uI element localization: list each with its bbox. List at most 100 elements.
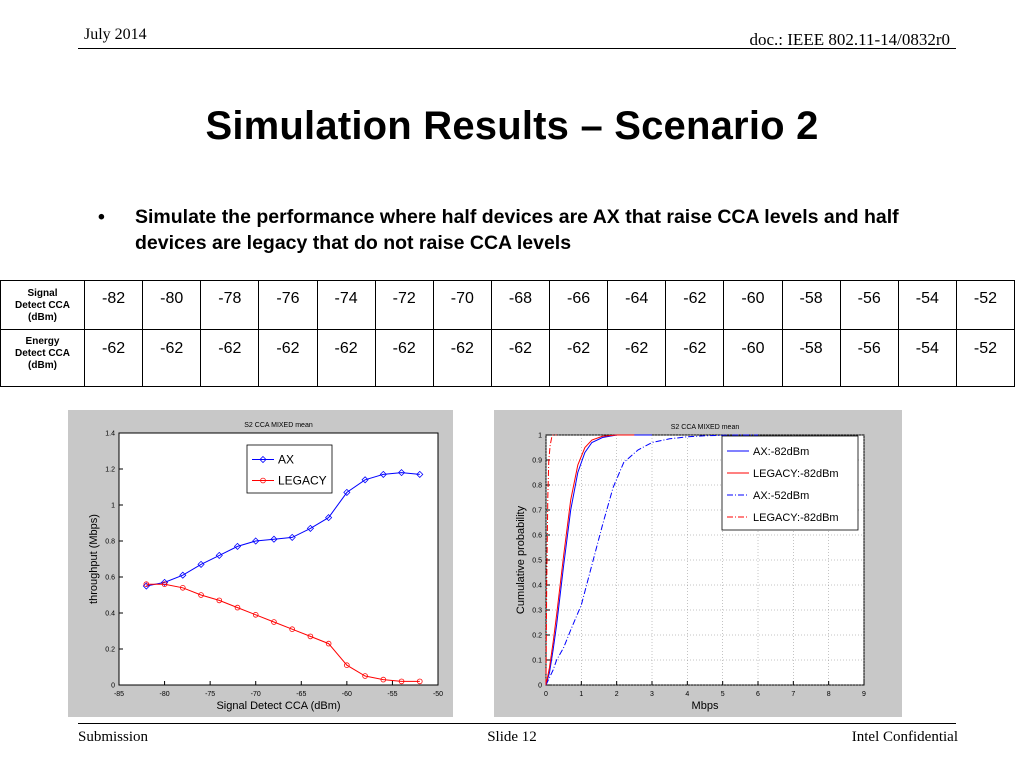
y-tick-label: 0.4 <box>105 611 115 618</box>
x-tick-label: -75 <box>205 691 215 698</box>
table-cell: -62 <box>665 280 725 330</box>
data-point <box>179 571 187 579</box>
table-cell: -62 <box>607 329 667 387</box>
table-cell: -62 <box>432 329 492 387</box>
x-tick-label: 3 <box>650 691 654 698</box>
table-cell: -54 <box>897 329 957 387</box>
table-cell: -56 <box>839 280 899 330</box>
x-tick-label: 9 <box>862 691 866 698</box>
table-cell: -64 <box>607 280 667 330</box>
cdf-plot-panel: 0 1 2 3 4 5 6 7 8 9 0 0.1 0.2 0.3 0.4 0.5 0.6 0.7 0.8 0.9 1 S… <box>494 410 902 717</box>
x-tick-label: 5 <box>721 691 725 698</box>
y-tick-label: 0 <box>111 683 115 690</box>
row-header: Energy Detect CCA (dBm) <box>0 329 85 387</box>
x-tick-label: -60 <box>342 691 352 698</box>
footer-rule <box>78 723 956 724</box>
legend-label: AX <box>278 453 294 467</box>
data-point <box>216 597 223 604</box>
x-tick-label: -70 <box>251 691 261 698</box>
data-point <box>289 626 295 633</box>
table-cell: -78 <box>200 280 260 330</box>
data-point <box>270 535 278 543</box>
y-tick-label: 1.2 <box>105 467 115 474</box>
table-cell: -72 <box>374 280 434 330</box>
data-point <box>252 537 260 545</box>
y-tick-label: 0.2 <box>105 647 115 654</box>
x-tick-label: 4 <box>685 691 689 698</box>
y-axis-label: throughput (Mbps) <box>88 514 100 604</box>
x-tick-label: 6 <box>756 691 760 698</box>
y-tick-label: 0.1 <box>532 658 542 665</box>
legend-label: AX:-52dBm <box>753 490 809 502</box>
data-point <box>397 469 406 477</box>
data-point <box>325 514 333 522</box>
y-axis-label: Cumulative probability <box>515 505 527 614</box>
y-tick-label: 0.9 <box>532 458 542 465</box>
data-point <box>307 633 314 640</box>
data-point <box>306 524 314 532</box>
table-cell: -58 <box>781 280 841 330</box>
table-cell: -58 <box>781 329 841 387</box>
row-header: Signal Detect CCA (dBm) <box>0 280 85 330</box>
y-tick-label: 0.8 <box>532 483 542 490</box>
header-date: July 2014 <box>84 26 147 43</box>
data-point <box>343 488 351 496</box>
data-point <box>325 640 332 647</box>
x-tick-label: 7 <box>791 691 795 698</box>
data-point <box>233 542 242 550</box>
data-point <box>362 673 368 679</box>
table-cell: -60 <box>723 329 783 387</box>
y-tick-label: 1 <box>538 433 542 440</box>
cca-table: Signal Detect CCA (dBm) -82 -80 -78 -76 -74 -7… <box>0 280 1016 387</box>
table-cell: -54 <box>897 280 957 330</box>
data-point <box>398 678 405 685</box>
footer-submission: Submission <box>78 729 149 745</box>
table-cell: -80 <box>142 280 202 330</box>
legend-box <box>246 444 333 494</box>
data-point <box>416 470 424 478</box>
data-point <box>161 578 169 586</box>
table-cell: -62 <box>548 329 609 387</box>
x-axis-label: Signal Detect CCA (dBm) <box>216 700 340 712</box>
data-point <box>288 533 296 541</box>
x-tick-label: 0 <box>544 691 548 698</box>
y-tick-label: 1.4 <box>105 431 115 438</box>
x-tick-label: -65 <box>296 691 306 698</box>
x-tick-label: 2 <box>615 691 619 698</box>
table-cell: -62 <box>665 329 725 387</box>
y-tick-label: 0.8 <box>105 539 115 546</box>
table-row: Signal Detect CCA (dBm) -82 -80 -78 -76 -74 -7… <box>0 280 1016 330</box>
table-cell: -74 <box>316 280 376 330</box>
table-cell: -68 <box>490 280 551 330</box>
y-tick-label: 0.4 <box>532 583 542 590</box>
table-cell: -62 <box>200 329 260 387</box>
x-tick-label: 8 <box>827 691 831 698</box>
table-cell: -62 <box>490 329 551 387</box>
table-cell: -62 <box>258 329 318 387</box>
y-tick-label: 0.6 <box>105 575 115 582</box>
data-point <box>379 470 387 478</box>
bullet-symbol: • <box>98 206 105 228</box>
table-cell: -52 <box>955 280 1016 330</box>
x-tick-label: 1 <box>579 691 583 698</box>
x-tick-label: -55 <box>387 691 397 698</box>
x-tick-label: -85 <box>114 691 124 698</box>
table-cell: -62 <box>374 329 434 387</box>
legend-label: LEGACY:-82dBm <box>753 512 839 524</box>
x-tick-label: -80 <box>160 691 170 698</box>
footer-slide-number: Slide 12 <box>487 729 537 745</box>
x-axis-label: Mbps <box>692 700 719 712</box>
table-cell: -52 <box>955 329 1016 387</box>
series-line-1 <box>545 434 635 686</box>
table-cell: -56 <box>839 329 899 387</box>
y-tick-label: 0 <box>538 683 542 690</box>
y-tick-label: 0.3 <box>532 608 542 615</box>
chart-title: S2 CCA MIXED mean <box>671 424 740 431</box>
data-point <box>380 676 387 683</box>
chart-title: S2 CCA MIXED mean <box>244 422 313 429</box>
y-tick-label: 0.6 <box>532 533 542 540</box>
data-point <box>215 551 223 559</box>
data-point <box>252 612 259 618</box>
series-line-0 <box>146 472 420 587</box>
x-tick-label: -50 <box>433 691 443 698</box>
